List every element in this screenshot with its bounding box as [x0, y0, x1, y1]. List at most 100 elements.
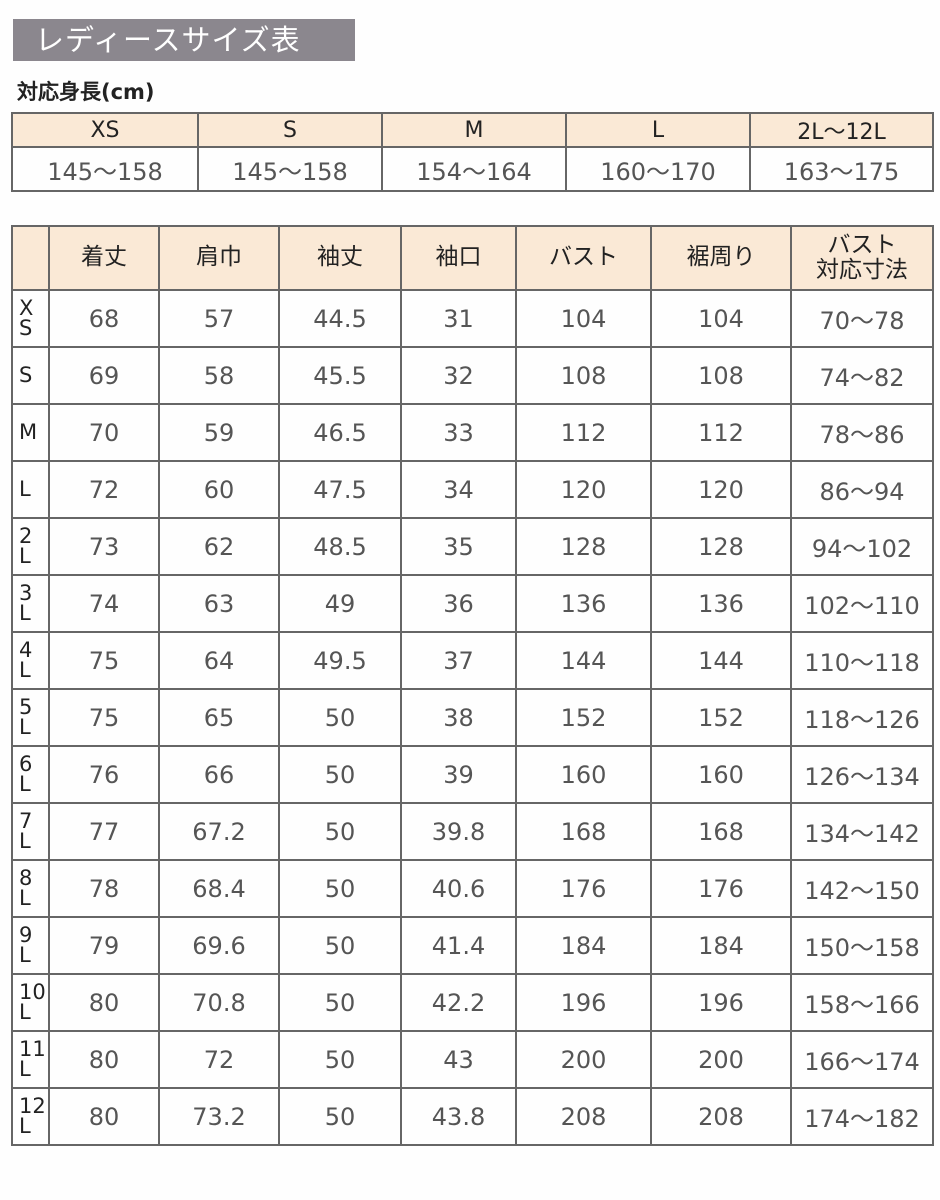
measurement-cell: 38	[400, 688, 517, 747]
measurement-cell: 64	[158, 631, 280, 690]
size-label-part: 5	[19, 694, 33, 719]
measurement-cell: 72	[48, 460, 160, 519]
measurement-cell: 208	[515, 1087, 652, 1146]
measurement-cell: 108	[515, 346, 652, 405]
measurement-cell: 160	[515, 745, 652, 804]
measurement-cell: 35	[400, 517, 517, 576]
measurement-cell: 136	[515, 574, 652, 633]
measurement-cell: 39	[400, 745, 517, 804]
measurement-cell: 46.5	[278, 403, 402, 462]
measurement-cell: 36	[400, 574, 517, 633]
size-label-part: X	[19, 295, 34, 320]
measurement-cell: 59	[158, 403, 280, 462]
measurement-cell: 70.8	[158, 973, 280, 1032]
measurement-cell: 49.5	[278, 631, 402, 690]
measurement-cell: 69	[48, 346, 160, 405]
table-row: X S 68 57 44.5 31 104 104 70〜78	[11, 289, 934, 348]
measurement-cell: 50	[278, 802, 402, 861]
measurement-cell: 74	[48, 574, 160, 633]
size-table-column-header: 着丈	[48, 225, 160, 291]
measurement-cell: 67.2	[158, 802, 280, 861]
measurement-cell: 73	[48, 517, 160, 576]
size-label-part: M	[19, 419, 38, 444]
size-label-part: 4	[19, 637, 33, 662]
measurement-cell: 126〜134	[790, 745, 934, 804]
measurement-cell: 50	[278, 859, 402, 918]
height-range-cell: 160〜170	[565, 146, 751, 192]
size-table-column-header: バスト 対応寸法	[790, 225, 934, 291]
measurement-cell: 79	[48, 916, 160, 975]
measurement-cell: 104	[515, 289, 652, 348]
size-table-column-header: 肩巾	[158, 225, 280, 291]
size-label-part: L	[19, 942, 31, 967]
height-table: XS S M L 2L〜12L 145〜158 145〜158 154〜164 160〜170…	[11, 112, 934, 192]
measurement-cell: 120	[650, 460, 792, 519]
measurement-cell: 50	[278, 916, 402, 975]
size-label-part: L	[19, 771, 31, 796]
measurement-cell: 50	[278, 745, 402, 804]
measurement-cell: 50	[278, 973, 402, 1032]
size-label-part: L	[19, 828, 31, 853]
size-label-part: L	[19, 714, 31, 739]
measurement-cell: 78	[48, 859, 160, 918]
measurement-cell: 196	[650, 973, 792, 1032]
size-label-part: 3	[19, 580, 33, 605]
measurement-cell: 104	[650, 289, 792, 348]
measurement-cell: 76	[48, 745, 160, 804]
height-table-value-row: 145〜158 145〜158 154〜164 160〜170 163〜175	[11, 146, 934, 192]
measurement-cell: 142〜150	[790, 859, 934, 918]
table-row: 10 L 80 70.8 50 42.2 196 196 158〜166	[11, 973, 934, 1032]
measurement-cell: 65	[158, 688, 280, 747]
height-range-cell: 163〜175	[749, 146, 934, 192]
measurement-cell: 166〜174	[790, 1030, 934, 1089]
size-table: 着丈 肩巾 袖丈 袖口 バスト 裾周り バスト 対応寸法 X S 68 57 44.5 31 104 10…	[11, 225, 934, 1146]
size-label-part: 6	[19, 751, 33, 776]
measurement-cell: 73.2	[158, 1087, 280, 1146]
size-label-part: 8	[19, 865, 33, 890]
table-row: 9 L 79 69.6 50 41.4 184 184 150〜158	[11, 916, 934, 975]
measurement-cell: 37	[400, 631, 517, 690]
height-size-header: S	[197, 112, 383, 148]
measurement-cell: 160	[650, 745, 792, 804]
measurement-cell: 68	[48, 289, 160, 348]
measurement-cell: 110〜118	[790, 631, 934, 690]
measurement-cell: 50	[278, 688, 402, 747]
size-table-column-header	[11, 225, 50, 291]
measurement-cell: 66	[158, 745, 280, 804]
measurement-cell: 45.5	[278, 346, 402, 405]
size-label-part: L	[19, 476, 31, 501]
height-range-cell: 154〜164	[381, 146, 567, 192]
size-table-header-row: 着丈 肩巾 袖丈 袖口 バスト 裾周り バスト 対応寸法	[11, 225, 934, 291]
measurement-cell: 74〜82	[790, 346, 934, 405]
height-size-header: XS	[11, 112, 199, 148]
size-label-cell: 12 L	[11, 1087, 50, 1146]
size-label-part: L	[19, 600, 31, 625]
height-range-cell: 145〜158	[11, 146, 199, 192]
measurement-cell: 70	[48, 403, 160, 462]
height-size-header: M	[381, 112, 567, 148]
measurement-cell: 34	[400, 460, 517, 519]
measurement-cell: 68.4	[158, 859, 280, 918]
measurement-cell: 176	[515, 859, 652, 918]
measurement-cell: 136	[650, 574, 792, 633]
size-label-part: L	[19, 543, 31, 568]
height-range-cell: 145〜158	[197, 146, 383, 192]
table-row: 6 L 76 66 50 39 160 160 126〜134	[11, 745, 934, 804]
size-label-part: L	[19, 1056, 31, 1081]
table-row: 12 L 80 73.2 50 43.8 208 208 174〜182	[11, 1087, 934, 1146]
size-label-part: L	[19, 657, 31, 682]
height-table-header-row: XS S M L 2L〜12L	[11, 112, 934, 148]
measurement-cell: 80	[48, 1030, 160, 1089]
measurement-cell: 57	[158, 289, 280, 348]
measurement-cell: 72	[158, 1030, 280, 1089]
height-table-label: 対応身長(cm)	[17, 80, 155, 104]
table-row: 5 L 75 65 50 38 152 152 118〜126	[11, 688, 934, 747]
size-label-part: 9	[19, 922, 33, 947]
measurement-cell: 86〜94	[790, 460, 934, 519]
size-label-part: 11	[19, 1036, 46, 1061]
